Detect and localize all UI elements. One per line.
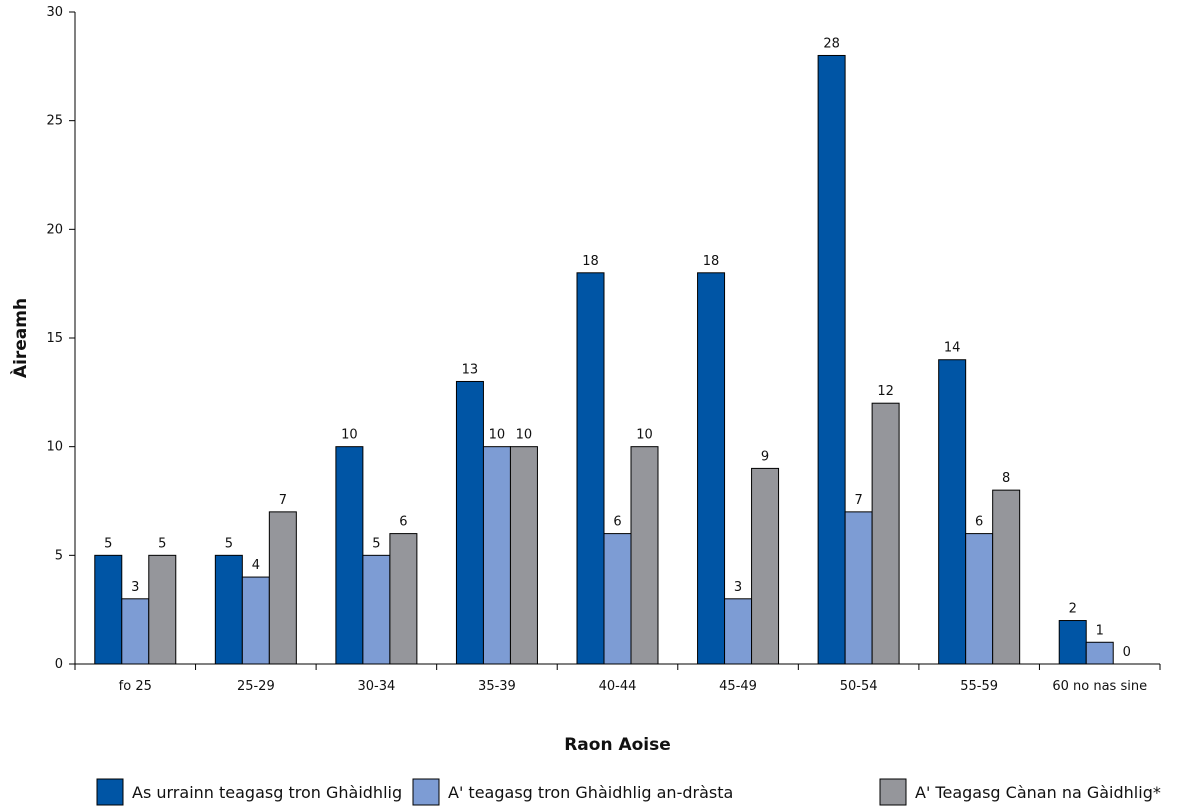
data-label: 2 <box>1069 602 1077 617</box>
data-label: 10 <box>341 428 358 443</box>
bar <box>751 467 780 665</box>
bar <box>817 54 846 665</box>
bar <box>965 533 994 665</box>
data-label: 6 <box>399 515 407 530</box>
x-tick-label: 55-59 <box>960 679 998 694</box>
bar <box>94 554 123 665</box>
bar <box>362 554 391 665</box>
bar <box>148 554 177 665</box>
x-tick-label: 60 no nas sine <box>1052 679 1147 694</box>
legend: As urrainn teagasg tron Ghàidhlig A' teag… <box>96 778 1161 806</box>
legend-swatch <box>96 778 124 806</box>
y-tick-label: 0 <box>55 657 63 672</box>
y-tick-label: 10 <box>46 440 63 455</box>
bar <box>214 554 243 665</box>
data-label: 10 <box>636 428 653 443</box>
data-label: 5 <box>158 536 166 551</box>
x-axis-title: Raon Aoise <box>564 735 671 755</box>
x-axis: fo 25 25-29 30-34 35-39 40-44 45-49 50-54 55-59… <box>74 663 1161 694</box>
data-label: 0 <box>1123 645 1131 660</box>
bar <box>992 489 1021 665</box>
bar <box>455 380 484 665</box>
data-label: 4 <box>252 558 260 573</box>
data-label: 18 <box>582 254 599 269</box>
legend-label: As urrainn teagasg tron Ghàidhlig <box>132 783 402 802</box>
bar <box>938 359 967 665</box>
y-axis: 0 5 10 15 20 25 30 <box>46 5 76 672</box>
y-tick-label: 30 <box>46 5 63 20</box>
data-label: 7 <box>854 493 862 508</box>
data-label: 14 <box>944 341 961 356</box>
data-label: 9 <box>761 449 769 464</box>
legend-swatch <box>412 778 440 806</box>
data-label: 10 <box>516 428 533 443</box>
bar <box>844 511 873 665</box>
data-label: 10 <box>489 428 506 443</box>
y-tick-label: 20 <box>46 222 63 237</box>
bar <box>1085 641 1114 665</box>
data-label: 28 <box>823 36 840 51</box>
data-label: 12 <box>877 384 894 399</box>
x-tick-label: 50-54 <box>840 679 878 694</box>
data-label: 3 <box>131 580 139 595</box>
bar <box>724 598 753 665</box>
data-label: 3 <box>734 580 742 595</box>
data-label: 6 <box>975 515 983 530</box>
bar <box>389 533 418 665</box>
data-label: 18 <box>703 254 720 269</box>
y-tick-label: 25 <box>46 114 63 129</box>
x-tick-label: 35-39 <box>478 679 516 694</box>
bar <box>121 598 150 665</box>
data-label: 7 <box>279 493 287 508</box>
data-label: 5 <box>104 536 112 551</box>
bars <box>94 54 1114 665</box>
x-tick-label: 40-44 <box>599 679 637 694</box>
data-label: 13 <box>462 362 479 377</box>
legend-label: A' teagasg tron Ghàidhlig an-dràsta <box>448 783 733 802</box>
y-tick-label: 5 <box>55 548 63 563</box>
x-tick-label: fo 25 <box>119 679 152 694</box>
data-label: 5 <box>225 536 233 551</box>
data-label: 5 <box>372 536 380 551</box>
bar <box>482 446 511 665</box>
y-axis-title: Àireamh <box>9 298 31 378</box>
bar <box>630 446 659 665</box>
bar <box>576 272 605 665</box>
bar <box>603 533 632 665</box>
x-tick-label: 45-49 <box>719 679 757 694</box>
bar <box>241 576 270 665</box>
data-label: 8 <box>1002 471 1010 486</box>
bar <box>509 446 538 665</box>
legend-label: A' Teagasg Cànan na Gàidhlig* <box>915 783 1161 802</box>
data-label: 1 <box>1096 623 1104 638</box>
bar <box>697 272 726 665</box>
bar <box>1058 620 1087 665</box>
x-tick-label: 30-34 <box>357 679 395 694</box>
data-label: 6 <box>613 515 621 530</box>
legend-swatch <box>879 778 907 806</box>
y-tick-label: 15 <box>46 331 63 346</box>
bar <box>335 446 364 665</box>
x-tick-label: 25-29 <box>237 679 275 694</box>
bar <box>268 511 297 665</box>
bar <box>871 402 900 665</box>
